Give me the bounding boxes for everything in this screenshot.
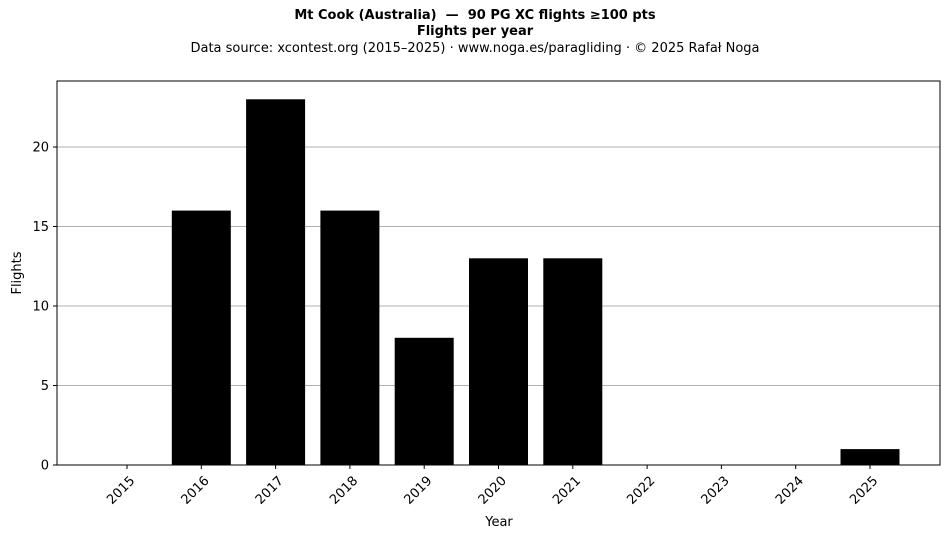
y-tick-label: 20 — [32, 140, 49, 155]
x-tick-label: 2023 — [699, 474, 733, 508]
x-tick-label: 2016 — [179, 474, 213, 508]
bar-2025 — [840, 449, 900, 465]
x-axis: 2015 2016 2017 2018 2019 2020 2021 2022 2023 2024… — [104, 465, 881, 508]
bar-2020 — [469, 258, 528, 465]
x-tick-label: 2015 — [104, 474, 138, 508]
chart-source: Data source: xcontest.org (2015–2025) · … — [190, 41, 760, 56]
bar-2016 — [171, 210, 231, 465]
chart-title-block: Mt Cook (Australia) — 90 PG XC flights ≥… — [0, 8, 950, 58]
y-tick-label: 5 — [41, 379, 49, 394]
y-tick-label: 15 — [32, 220, 49, 235]
y-tick-label: 0 — [41, 459, 49, 474]
bars — [171, 99, 900, 466]
y-tick-label: 10 — [32, 299, 49, 314]
x-tick-label: 2020 — [476, 474, 510, 508]
x-tick-label: 2021 — [550, 474, 584, 508]
bar-2017 — [246, 99, 306, 466]
bar-2018 — [320, 210, 380, 465]
x-tick-label: 2024 — [773, 474, 807, 508]
x-tick-label: 2025 — [847, 474, 881, 508]
chart-subtitle: Flights per year — [416, 24, 534, 39]
x-axis-label: Year — [484, 515, 513, 530]
y-axis-label: Flights — [10, 251, 25, 294]
chart-title: Mt Cook (Australia) — 90 PG XC flights ≥… — [294, 8, 656, 23]
x-tick-label: 2017 — [253, 474, 287, 508]
bar-2021 — [543, 258, 603, 465]
x-tick-label: 2022 — [624, 474, 658, 508]
y-axis: 0 5 10 15 20 — [32, 140, 57, 474]
bar-2019 — [394, 337, 454, 465]
x-tick-label: 2018 — [327, 474, 361, 508]
x-tick-label: 2019 — [401, 474, 435, 508]
